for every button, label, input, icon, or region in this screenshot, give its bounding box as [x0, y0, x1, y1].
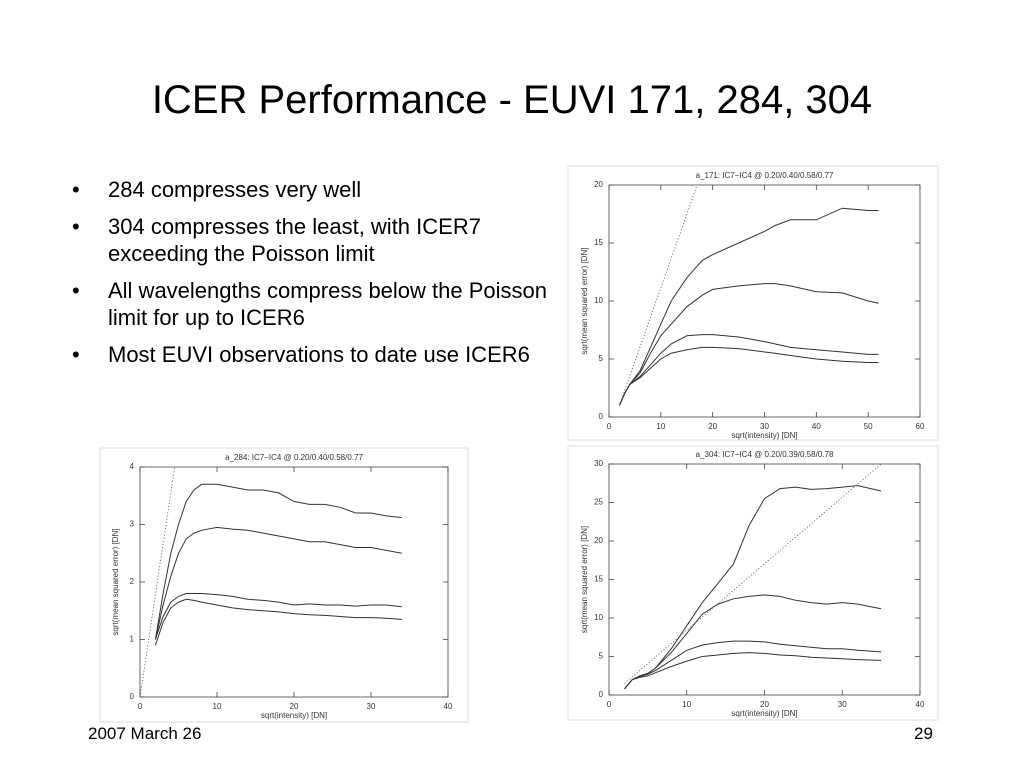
page-number: 29: [914, 724, 933, 743]
y-tick-label: 2: [130, 577, 135, 586]
x-tick-label: 30: [760, 422, 769, 431]
x-tick-label: 0: [607, 700, 612, 709]
y-tick-label: 4: [130, 462, 135, 471]
data-line: [139, 466, 176, 698]
data-line: [154, 483, 402, 640]
bullet-list: 284 compresses very well 304 compresses t…: [72, 176, 552, 378]
x-tick-label: 40: [916, 700, 925, 709]
y-tick-label: 5: [599, 354, 604, 363]
x-axis-label: sqrt(intensity) [DN]: [731, 709, 797, 718]
chart-title: a_171: IC7−IC4 @ 0.20/0.40/0.58/0.77: [696, 171, 834, 180]
x-tick-label: 30: [367, 702, 376, 711]
y-tick-label: 20: [594, 536, 603, 545]
data-line: [618, 346, 879, 406]
plot-area: [608, 184, 921, 418]
x-tick-label: 10: [213, 702, 222, 711]
bullet: 284 compresses very well: [72, 176, 552, 203]
x-tick-label: 40: [812, 422, 821, 431]
x-tick-label: 20: [760, 700, 769, 709]
x-tick-label: 10: [682, 700, 691, 709]
data-line: [154, 593, 402, 640]
x-tick-label: 10: [656, 422, 665, 431]
data-line: [619, 184, 698, 406]
bullet: Most EUVI observations to date use ICER6: [72, 341, 552, 368]
footer-date: 2007 March 26: [88, 724, 202, 743]
chart-frame: [567, 165, 939, 441]
bullet: All wavelengths compress below the Poiss…: [72, 277, 552, 331]
x-tick-label: 0: [138, 702, 143, 711]
y-tick-label: 5: [599, 652, 604, 661]
chart-frame: [567, 445, 939, 721]
y-tick-label: 1: [130, 635, 135, 644]
y-tick-label: 20: [594, 180, 603, 189]
y-tick-label: 0: [130, 692, 135, 701]
data-line: [624, 652, 882, 690]
data-line: [624, 463, 882, 684]
y-tick-label: 0: [599, 412, 604, 421]
data-line: [154, 598, 402, 646]
chart-title: a_284: IC7−IC4 @ 0.20/0.40/0.58/0.77: [225, 453, 363, 462]
x-tick-label: 0: [607, 422, 612, 431]
y-axis-label: sqrt(mean squared error) [DN]: [580, 247, 589, 354]
y-tick-label: 25: [594, 498, 603, 507]
data-line: [624, 640, 882, 690]
data-line: [618, 334, 879, 406]
data-line: [618, 283, 879, 406]
y-tick-label: 3: [130, 520, 135, 529]
x-tick-label: 40: [444, 702, 453, 711]
chart-frame: [99, 447, 469, 723]
data-line: [618, 207, 879, 406]
y-tick-label: 30: [594, 459, 603, 468]
x-tick-label: 20: [290, 702, 299, 711]
data-line: [154, 526, 402, 640]
x-axis-label: sqrt(intensity) [DN]: [731, 431, 797, 440]
data-line: [624, 594, 882, 690]
slide-title: ICER Performance - EUVI 171, 284, 304: [151, 78, 873, 122]
y-tick-label: 10: [594, 296, 603, 305]
chart-title: a_304: IC7−IC4 @ 0.20/0.39/0.58/0.78: [696, 450, 834, 459]
x-tick-label: 30: [838, 700, 847, 709]
y-tick-label: 10: [594, 613, 603, 622]
bullet: 304 compresses the least, with ICER7 exc…: [72, 213, 552, 267]
x-tick-label: 50: [864, 422, 873, 431]
x-axis-label: sqrt(intensity) [DN]: [261, 711, 327, 720]
x-tick-label: 20: [708, 422, 717, 431]
y-tick-label: 15: [594, 575, 603, 584]
y-axis-label: sqrt(mean squared error) [DN]: [580, 526, 589, 633]
x-tick-label: 60: [916, 422, 925, 431]
y-tick-label: 0: [599, 690, 604, 699]
y-tick-label: 15: [594, 238, 603, 247]
y-axis-label: sqrt(mean squared error) [DN]: [111, 528, 120, 635]
